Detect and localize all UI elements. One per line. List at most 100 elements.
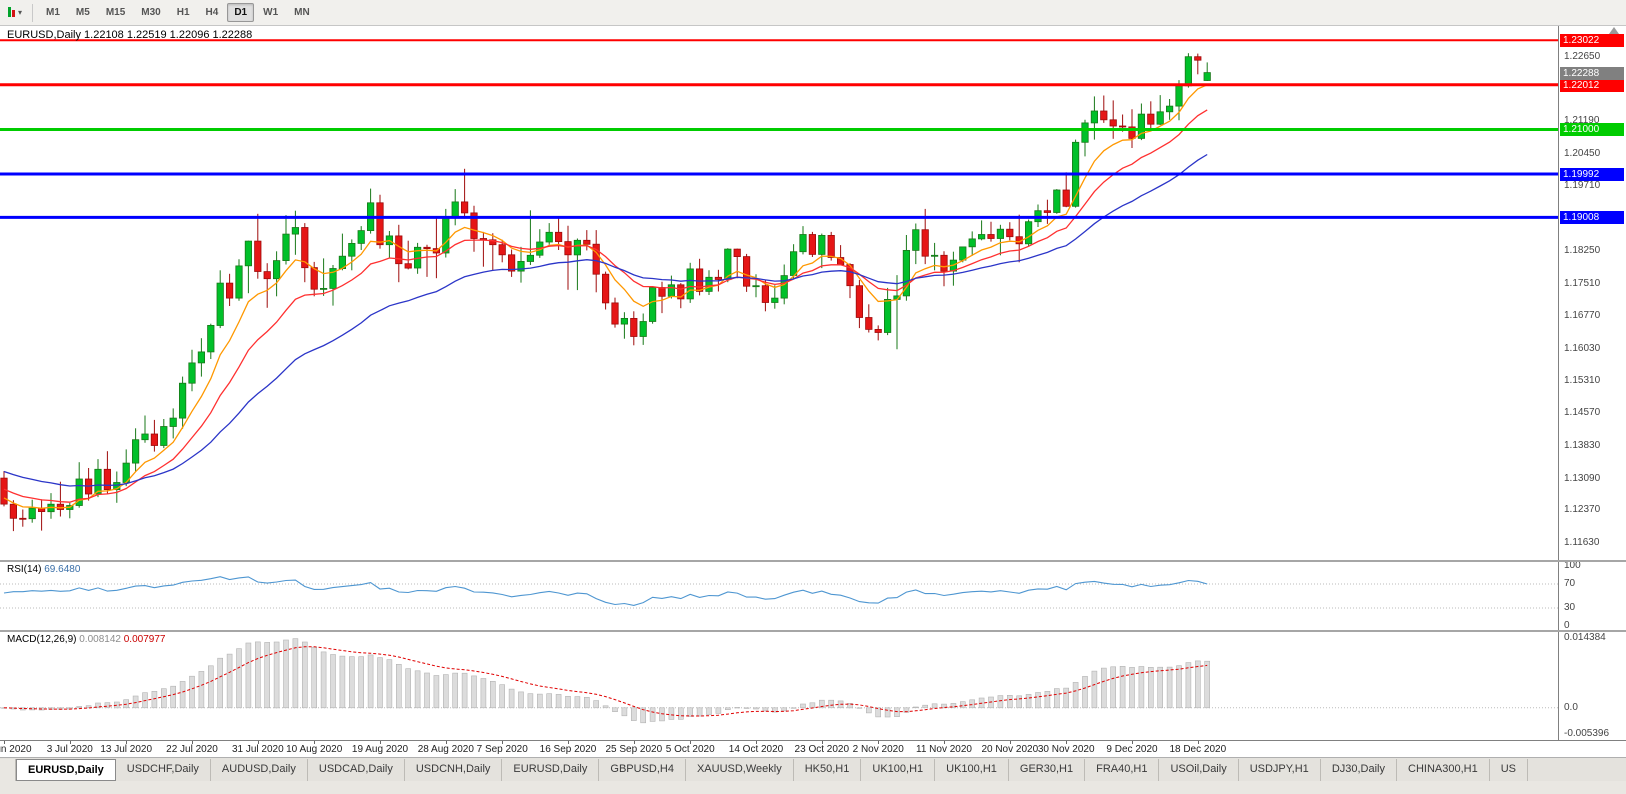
price-line-label: 1.21000 [1560,123,1624,137]
timeframe-button-d1[interactable]: D1 [227,3,255,22]
price-tick-label: 1.13090 [1564,472,1601,484]
chart-tab[interactable]: USDCNH,Daily [404,759,503,781]
price-tick-label: 1.14570 [1564,407,1601,419]
price-tick-label: 1.22650 [1564,50,1601,62]
timeframe-button-mn[interactable]: MN [287,3,317,22]
date-tick [756,741,757,744]
chart-tab[interactable]: EURUSD,Daily [502,759,600,781]
macd-tick-label: -0.005396 [1564,728,1610,739]
date-tick [445,741,447,744]
date-label: 28 Aug 2020 [417,744,474,755]
date-label: 25 Sep 2020 [605,744,663,755]
chart-tab[interactable]: DJ30,Daily [1320,759,1397,781]
chart-tab[interactable]: USOil,Daily [1159,759,1239,781]
chart-tab[interactable]: UK100,H1 [935,759,1009,781]
panel-splitter[interactable] [0,630,1626,632]
date-label: 30 Nov 2020 [1037,744,1095,755]
date-tick [192,741,193,744]
date-label: 19 Aug 2020 [351,744,409,755]
price-line-label: 1.19992 [1560,167,1624,181]
chart-tab-bar: EURUSD,Daily USDCHF,Daily AUDUSD,Daily USDC… [0,757,1626,781]
chart-tab[interactable]: EURUSD,Daily [16,759,116,781]
chart-tab[interactable]: FRA40,H1 [1085,759,1160,781]
date-tick [502,741,504,744]
macd-name: MACD(12,26,9) [7,634,77,645]
time-axis[interactable]: 24 Jun 2020 3 Jul 2020 13 Jul 2020 22 Jul 2… [0,740,1626,757]
date-label: 13 Jul 2020 [100,744,153,755]
timeframe-button-m15[interactable]: M15 [99,3,132,22]
candlestick-chart-icon [8,4,16,22]
macd-title: MACD(12,26,9) 0.008142 0.007977 [7,634,165,645]
main-chart-panel[interactable]: EURUSD,Daily 1.22108 1.22519 1.22096 1.2… [0,26,1626,560]
chart-tab[interactable]: GBPUSD,H4 [599,759,686,781]
date-tick [568,741,569,744]
date-tick [1009,741,1011,744]
rsi-scale[interactable]: 100 70 30 0 [1558,562,1626,630]
macd-main-value: 0.008142 [79,634,121,645]
date-tick [380,741,381,744]
timeframe-button-w1[interactable]: W1 [256,3,285,22]
price-tick-label: 1.18250 [1564,244,1601,256]
price-tick-label: 1.20450 [1564,147,1601,159]
price-tick-label: 1.19710 [1564,180,1601,192]
current-price-label: 1.22288 [1560,66,1624,80]
price-tick-label: 1.13830 [1564,439,1601,451]
macd-scale[interactable]: 0.014384 0.0 -0.005396 [1558,632,1626,740]
price-line-label: 1.23022 [1560,34,1624,48]
date-label: 10 Aug 2020 [286,744,343,755]
date-label: 16 Sep 2020 [539,744,597,755]
panel-splitter[interactable] [0,560,1626,562]
chart-shift-marker[interactable] [1609,27,1619,34]
macd-signal-value: 0.007977 [123,634,166,645]
date-label: 3 Jul 2020 [46,744,93,755]
date-tick [944,741,945,744]
price-line-label: 1.19008 [1560,211,1624,225]
date-label: 23 Oct 2020 [794,744,850,755]
rsi-title: RSI(14) 69.6480 [7,564,80,575]
date-tick [1066,741,1068,744]
price-tick-label: 1.15310 [1564,374,1601,386]
chart-tab[interactable]: USDCAD,Daily [307,759,405,781]
rsi-tick-label: 100 [1564,562,1581,571]
timeframe-button-m5[interactable]: M5 [69,3,97,22]
tab-scroll-stub[interactable] [0,759,16,781]
date-tick [1197,741,1199,744]
price-tick-label: 1.16030 [1564,342,1601,354]
price-tick-label: 1.21190 [1564,115,1600,127]
chart-tab[interactable]: US [1489,759,1528,781]
chart-type-button[interactable]: ▾ [5,2,25,24]
date-label: 7 Sep 2020 [476,744,528,755]
date-tick [633,741,635,744]
timeframe-button-m1[interactable]: M1 [39,3,67,22]
price-scale[interactable]: 1.226501.219101.211901.204501.197101.189… [1558,26,1626,560]
timeframe-button-h4[interactable]: H4 [199,3,226,22]
timeframe-button-h1[interactable]: H1 [170,3,197,22]
price-plot[interactable] [0,26,1558,560]
chart-tab[interactable]: AUDUSD,Daily [210,759,308,781]
date-label: 9 Dec 2020 [1106,744,1158,755]
timeframe-button-m30[interactable]: M30 [134,3,167,22]
macd-plot[interactable] [0,632,1558,740]
price-line-label: 1.22012 [1560,78,1624,92]
chart-tab[interactable]: GER30,H1 [1008,759,1086,781]
date-tick [126,741,128,744]
chart-tab[interactable]: USDCHF,Daily [115,759,211,781]
chart-tab[interactable]: XAUUSD,Weekly [685,759,794,781]
price-tick-label: 1.12370 [1564,504,1601,516]
chart-tab[interactable]: HK50,H1 [793,759,862,781]
rsi-value: 69.6480 [44,564,81,575]
timeframes-toolbar: ▾ M1 M5 M15 M30 H1 H4 D1 W1 MN [0,0,1626,26]
chart-tab[interactable]: USDJPY,H1 [1238,759,1321,781]
date-label: 11 Nov 2020 [916,744,972,755]
macd-panel[interactable]: MACD(12,26,9) 0.008142 0.007977 0.014384… [0,632,1626,740]
date-tick [69,741,71,744]
chart-tab[interactable]: UK100,H1 [861,759,936,781]
chart-window[interactable]: EURUSD,Daily 1.22108 1.22519 1.22096 1.2… [0,26,1626,740]
date-label: 2 Nov 2020 [852,744,904,755]
rsi-plot[interactable] [0,562,1558,630]
price-tick-label: 1.17510 [1564,277,1601,289]
rsi-panel[interactable]: RSI(14) 69.6480 100 70 30 0 [0,562,1626,630]
macd-tick-label: 0.014384 [1564,632,1606,643]
chart-tab[interactable]: CHINA300,H1 [1397,759,1490,781]
